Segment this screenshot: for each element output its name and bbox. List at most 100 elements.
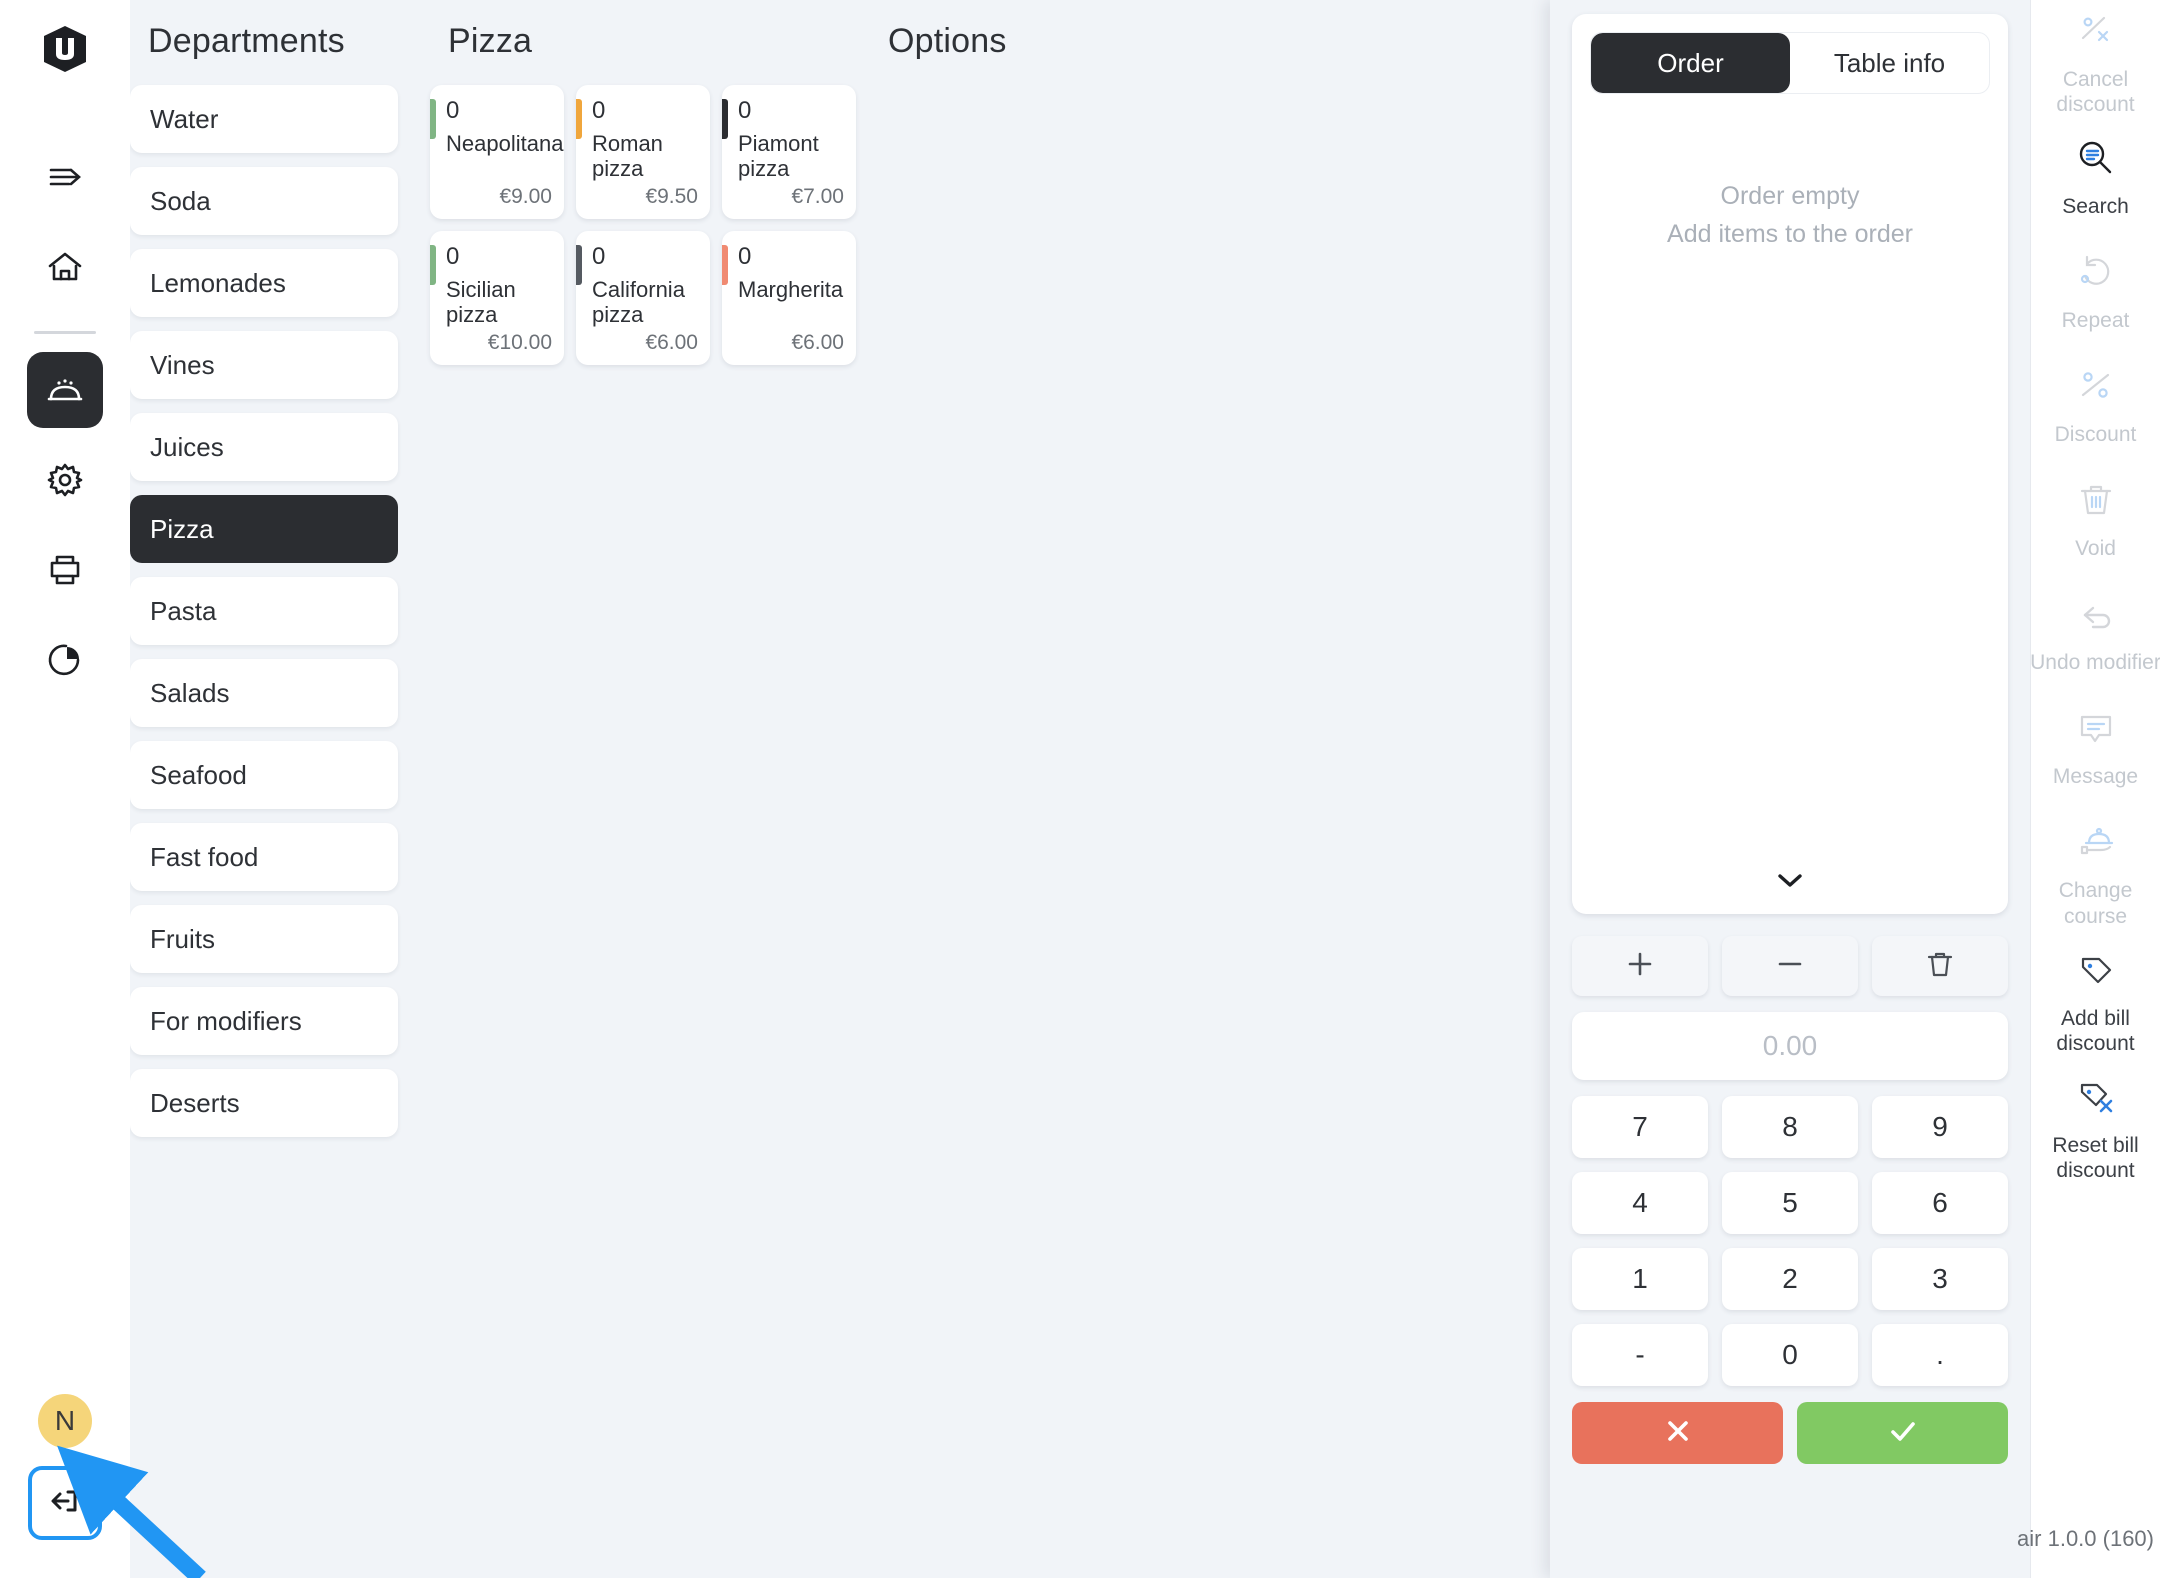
action-label: Undo modifier bbox=[2030, 651, 2160, 675]
key-1[interactable]: 1 bbox=[1572, 1248, 1708, 1310]
action-message[interactable]: Message bbox=[2031, 705, 2160, 801]
sidebar-item-settings[interactable] bbox=[27, 442, 103, 518]
department-item[interactable]: Salads bbox=[130, 659, 398, 727]
tag-remove-icon bbox=[2073, 1074, 2119, 1125]
product-card[interactable]: 0 Sicilian pizza €10.00 bbox=[430, 231, 564, 365]
avatar[interactable]: N bbox=[38, 1394, 92, 1448]
department-label: Fast food bbox=[150, 841, 259, 872]
cancel-button[interactable] bbox=[1572, 1402, 1783, 1464]
exit-logout-button[interactable] bbox=[28, 1466, 102, 1540]
action-label: Search bbox=[2062, 195, 2129, 219]
department-label: Water bbox=[150, 103, 219, 134]
sidebar-item-transfer[interactable] bbox=[27, 139, 103, 215]
tab-table-info[interactable]: Table info bbox=[1833, 47, 1946, 78]
order-collapse-button[interactable] bbox=[1590, 869, 1990, 900]
key-7[interactable]: 7 bbox=[1572, 1096, 1708, 1158]
product-qty: 0 bbox=[592, 243, 606, 270]
department-label: Fruits bbox=[150, 923, 215, 954]
key-4[interactable]: 4 bbox=[1572, 1172, 1708, 1234]
sidebar-item-home[interactable] bbox=[27, 229, 103, 305]
decrease-qty-button[interactable] bbox=[1722, 936, 1858, 996]
product-qty: 0 bbox=[446, 243, 460, 270]
department-item[interactable]: Juices bbox=[130, 413, 398, 481]
department-item[interactable]: Fast food bbox=[130, 823, 398, 891]
department-item[interactable]: Seafood bbox=[130, 741, 398, 809]
action-change-course[interactable]: Change course bbox=[2031, 819, 2160, 928]
product-card[interactable]: 0 Neapolitana €9.00 bbox=[430, 85, 564, 219]
amount-input[interactable]: 0.00 bbox=[1572, 1012, 2008, 1080]
options-title: Options bbox=[888, 22, 1007, 60]
product-name: Piamont pizza bbox=[738, 131, 819, 182]
right-action-sidebar: Cancel discount Search bbox=[2017, 0, 2160, 1578]
product-price: €9.50 bbox=[645, 185, 698, 208]
key-5[interactable]: 5 bbox=[1722, 1172, 1858, 1234]
delete-item-button[interactable] bbox=[1872, 936, 2008, 996]
product-accent-bar bbox=[722, 245, 728, 285]
action-void[interactable]: Void bbox=[2031, 477, 2160, 573]
key-3[interactable]: 3 bbox=[1872, 1248, 2008, 1310]
department-item[interactable]: Water bbox=[130, 85, 398, 153]
product-qty: 0 bbox=[738, 97, 752, 124]
product-price: €6.00 bbox=[645, 331, 698, 354]
minus-icon bbox=[1773, 947, 1807, 986]
action-label: Reset bill discount bbox=[2052, 1134, 2139, 1183]
products-column: Pizza 0 Neapolitana €9.00 0 Roman pizza … bbox=[430, 0, 870, 1578]
department-item[interactable]: Vines bbox=[130, 331, 398, 399]
key-minus[interactable]: - bbox=[1572, 1324, 1708, 1386]
percent-icon bbox=[2073, 363, 2119, 414]
product-name: Margherita bbox=[738, 277, 844, 302]
action-undo-modifier[interactable]: Undo modifier bbox=[2030, 591, 2160, 687]
departments-title: Departments bbox=[148, 22, 345, 60]
department-item[interactable]: For modifiers bbox=[130, 987, 398, 1055]
key-0[interactable]: 0 bbox=[1722, 1324, 1858, 1386]
product-card[interactable]: 0 Roman pizza €9.50 bbox=[576, 85, 710, 219]
percent-cancel-icon bbox=[2073, 8, 2119, 59]
department-item[interactable]: Fruits bbox=[130, 905, 398, 973]
action-search[interactable]: Search bbox=[2031, 135, 2160, 231]
confirm-button[interactable] bbox=[1797, 1402, 2008, 1464]
department-item[interactable]: Soda bbox=[130, 167, 398, 235]
sidebar-item-printer[interactable] bbox=[27, 532, 103, 608]
key-9[interactable]: 9 bbox=[1872, 1096, 2008, 1158]
department-item[interactable]: Pasta bbox=[130, 577, 398, 645]
version-label: air 1.0.0 (160) bbox=[2017, 1526, 2154, 1551]
tab-order[interactable]: Order bbox=[1591, 33, 1790, 93]
action-discount[interactable]: Discount bbox=[2031, 363, 2160, 459]
action-cancel-discount[interactable]: Cancel discount bbox=[2031, 8, 2160, 117]
message-bubble-icon bbox=[2073, 705, 2119, 756]
close-x-icon bbox=[1659, 1412, 1697, 1455]
sidebar-item-orders[interactable] bbox=[27, 352, 103, 428]
product-price: €9.00 bbox=[499, 185, 552, 208]
product-name: Sicilian pizza bbox=[446, 277, 516, 328]
key-8[interactable]: 8 bbox=[1722, 1096, 1858, 1158]
department-item[interactable]: Deserts bbox=[130, 1069, 398, 1137]
action-label: Repeat bbox=[2061, 309, 2130, 333]
action-label: Discount bbox=[2054, 423, 2137, 447]
departments-column: Departments Water Soda Lemonades Vines J… bbox=[130, 0, 430, 1578]
sidebar-item-reports[interactable] bbox=[27, 622, 103, 698]
action-repeat[interactable]: Repeat bbox=[2031, 249, 2160, 345]
department-item[interactable]: Lemonades bbox=[130, 249, 398, 317]
products-grid: 0 Neapolitana €9.00 0 Roman pizza €9.50 … bbox=[430, 85, 860, 365]
order-card: Order Table info Order empty Add items t… bbox=[1572, 14, 2008, 914]
search-icon bbox=[2073, 135, 2119, 186]
action-reset-bill-discount[interactable]: Reset bill discount bbox=[2031, 1074, 2160, 1183]
product-card[interactable]: 0 California pizza €6.00 bbox=[576, 231, 710, 365]
department-label: Salads bbox=[150, 677, 230, 708]
products-title: Pizza bbox=[448, 22, 533, 60]
options-column: Options bbox=[870, 0, 1550, 1578]
product-card[interactable]: 0 Margherita €6.00 bbox=[722, 231, 856, 365]
order-confirm-row bbox=[1572, 1402, 2008, 1464]
key-6[interactable]: 6 bbox=[1872, 1172, 2008, 1234]
key-decimal[interactable]: . bbox=[1872, 1324, 2008, 1386]
increase-qty-button[interactable] bbox=[1572, 936, 1708, 996]
key-2[interactable]: 2 bbox=[1722, 1248, 1858, 1310]
product-accent-bar bbox=[576, 245, 582, 285]
product-card[interactable]: 0 Piamont pizza €7.00 bbox=[722, 85, 856, 219]
action-label: Cancel discount bbox=[2056, 68, 2135, 117]
product-accent-bar bbox=[430, 99, 436, 139]
cube-logo-icon bbox=[38, 22, 92, 81]
department-item-pizza[interactable]: Pizza bbox=[130, 495, 398, 563]
action-add-bill-discount[interactable]: Add bill discount bbox=[2031, 947, 2160, 1056]
